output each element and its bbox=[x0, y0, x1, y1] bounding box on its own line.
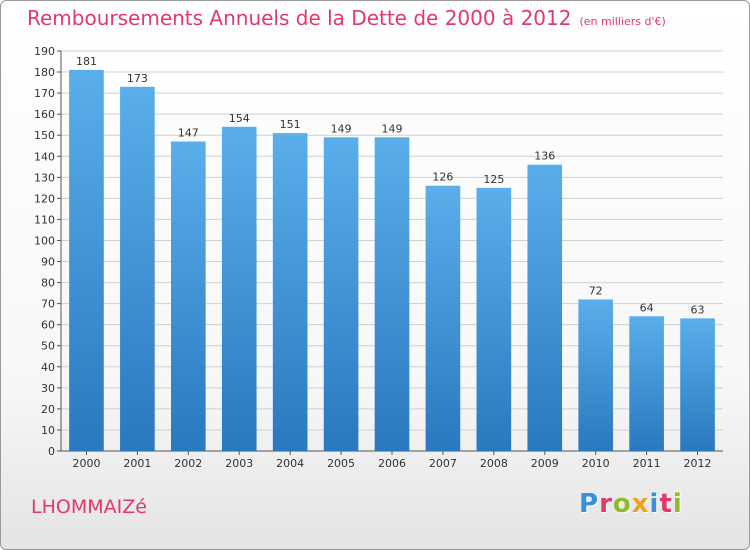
bar-2011 bbox=[629, 316, 664, 451]
x-tick-label-2005: 2005 bbox=[327, 457, 355, 470]
bar-2002 bbox=[170, 141, 206, 452]
value-label-2010: 72 bbox=[589, 284, 603, 297]
y-tick-label: 60 bbox=[41, 319, 55, 332]
value-label-2008: 125 bbox=[483, 173, 504, 186]
y-tick-label: 150 bbox=[34, 129, 55, 142]
value-label-2002: 147 bbox=[178, 127, 199, 140]
value-label-2006: 149 bbox=[382, 122, 403, 135]
bar-2012 bbox=[680, 318, 715, 451]
y-tick-label: 190 bbox=[34, 45, 55, 58]
y-tick-labels: 0 10 20 30 40 50 60 70 80 90 100 110 120 130 140 150 160… bbox=[34, 45, 55, 458]
value-label-2007: 126 bbox=[432, 171, 453, 184]
value-label-2004: 151 bbox=[280, 118, 301, 131]
bar-2004 bbox=[272, 133, 308, 451]
logo-letter: i bbox=[649, 489, 660, 519]
bar-2006 bbox=[374, 137, 410, 451]
y-tick-label: 130 bbox=[34, 171, 55, 184]
value-label-2012: 63 bbox=[691, 303, 705, 316]
x-tick-label-2000: 2000 bbox=[72, 457, 100, 470]
logo-letter: P bbox=[579, 489, 600, 519]
x-tick-label-2008: 2008 bbox=[480, 457, 508, 470]
y-tick-label: 10 bbox=[41, 424, 55, 437]
y-tick-label: 100 bbox=[34, 234, 55, 247]
bar-2008 bbox=[476, 187, 512, 451]
value-label-2011: 64 bbox=[640, 301, 654, 314]
logo-letter: o bbox=[612, 489, 632, 519]
bar-2003 bbox=[221, 126, 257, 451]
value-labels: 181 173 147 154 151 149 149 126 125 136 72 64 63 bbox=[76, 55, 705, 316]
value-label-2000: 181 bbox=[76, 55, 97, 68]
x-tick-label-2009: 2009 bbox=[531, 457, 559, 470]
chart-title-text: Remboursements Annuels de la Dette de 20… bbox=[27, 6, 572, 30]
bar-2001 bbox=[120, 86, 155, 451]
y-tick-label: 40 bbox=[41, 361, 55, 374]
y-tick-label: 70 bbox=[41, 298, 55, 311]
x-tick-label-2003: 2003 bbox=[225, 457, 253, 470]
x-tick-label-2004: 2004 bbox=[276, 457, 304, 470]
chart-subtitle: (en milliers d'€) bbox=[579, 15, 666, 28]
y-tick-label: 160 bbox=[34, 108, 55, 121]
x-tick-label-2002: 2002 bbox=[174, 457, 202, 470]
bar-2005 bbox=[323, 137, 359, 451]
bar-2010 bbox=[578, 299, 614, 451]
value-label-2001: 173 bbox=[127, 72, 148, 85]
chart-title: Remboursements Annuels de la Dette de 20… bbox=[27, 6, 666, 30]
y-tick-label: 90 bbox=[41, 256, 55, 269]
bar-2007 bbox=[425, 185, 461, 451]
bars bbox=[69, 69, 715, 452]
y-tick-label: 50 bbox=[41, 340, 55, 353]
proxiti-logo: Proxiti bbox=[579, 489, 683, 519]
x-tick-labels: 2000 2001 2002 2003 2004 2005 2006 2007 2008 2009… bbox=[72, 451, 712, 470]
value-label-2009: 136 bbox=[534, 150, 555, 163]
x-tick-label-2010: 2010 bbox=[582, 457, 610, 470]
y-tick-label: 140 bbox=[34, 150, 55, 163]
y-tick-label: 110 bbox=[34, 213, 55, 226]
logo-letter: i bbox=[672, 489, 683, 519]
bar-2009 bbox=[527, 164, 563, 451]
logo-letter: x bbox=[631, 489, 650, 519]
y-tick-label: 80 bbox=[41, 277, 55, 290]
y-tick-label: 120 bbox=[34, 192, 55, 205]
value-label-2003: 154 bbox=[229, 112, 250, 125]
x-tick-label-2006: 2006 bbox=[378, 457, 406, 470]
x-tick-label-2012: 2012 bbox=[684, 457, 712, 470]
value-label-2005: 149 bbox=[331, 122, 352, 135]
y-tick-label: 180 bbox=[34, 66, 55, 79]
x-tick-label-2001: 2001 bbox=[123, 457, 151, 470]
x-tick-label-2007: 2007 bbox=[429, 457, 457, 470]
commune-name: LHOMMAIZé bbox=[31, 496, 147, 518]
y-tick-label: 20 bbox=[41, 403, 55, 416]
y-tick-label: 0 bbox=[48, 445, 55, 458]
logo-letter: t bbox=[659, 489, 673, 519]
bar-2000 bbox=[69, 69, 104, 452]
logo-letter: r bbox=[599, 489, 613, 519]
y-tick-label: 30 bbox=[41, 382, 55, 395]
x-tick-label-2011: 2011 bbox=[633, 457, 661, 470]
y-tick-label: 170 bbox=[34, 87, 55, 100]
